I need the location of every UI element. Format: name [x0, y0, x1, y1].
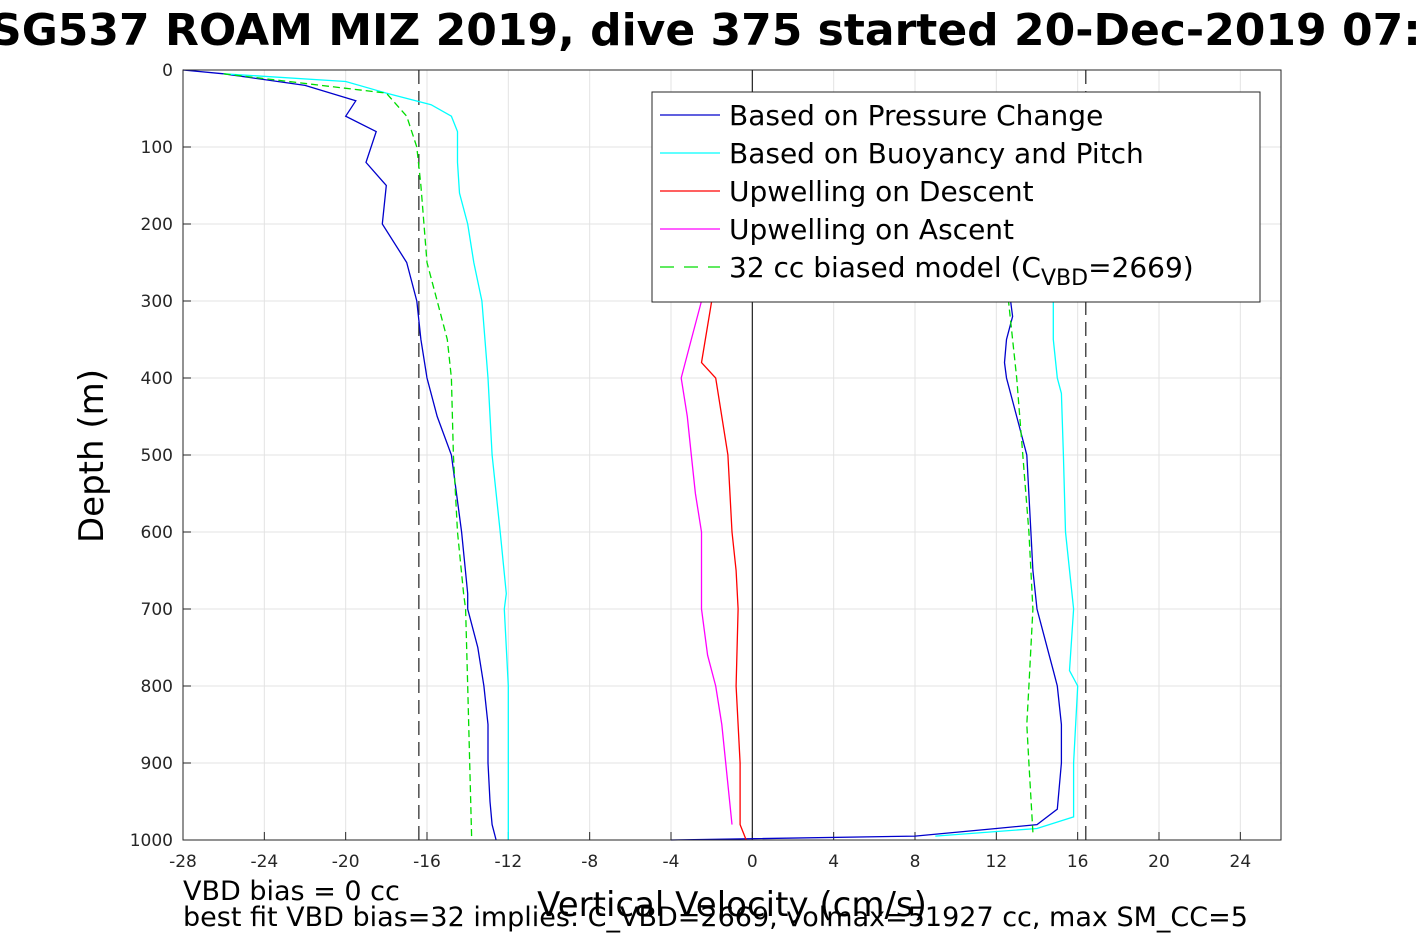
- y-tick-label: 400: [141, 369, 173, 389]
- series-line: [935, 301, 1079, 837]
- x-tick-label: 8: [910, 852, 921, 872]
- legend-label: Upwelling on Descent: [729, 175, 1034, 208]
- x-tick-label: 4: [828, 852, 839, 872]
- x-tick-label: -20: [332, 852, 360, 872]
- legend-label-end: =2669): [1088, 251, 1194, 284]
- y-tick-label: 300: [141, 292, 173, 312]
- y-tick-label: 0: [162, 61, 173, 81]
- legend-label: Upwelling on Ascent: [729, 213, 1014, 246]
- plot-frame: [182, 69, 1282, 841]
- legend-label: 32 cc biased model (CVBD=2669): [729, 251, 1194, 291]
- y-tick-labels: 0 100 200 300 400 500 600 700 800 900 1000: [130, 61, 173, 851]
- x-tick-label: 24: [1230, 852, 1252, 872]
- vbd-bias-note: VBD bias = 0 cc: [183, 876, 400, 907]
- x-tick-label: -16: [413, 852, 441, 872]
- data-series: [182, 69, 1079, 841]
- y-tick-label: 800: [141, 677, 173, 697]
- x-axis-label: Vertical Velocity (cm/s): [537, 885, 927, 925]
- x-tick-label: -4: [663, 852, 680, 872]
- y-tick-label: 700: [141, 600, 173, 620]
- x-tick-label: -28: [169, 852, 197, 872]
- y-tick-label: 100: [141, 138, 173, 158]
- y-tick-label: 600: [141, 523, 173, 543]
- best-fit-note: best fit VBD bias=32 implies: C_VBD=2669…: [183, 902, 1248, 933]
- y-tick-label: 200: [141, 215, 173, 235]
- series-line: [680, 300, 733, 825]
- x-tick-label: 16: [1067, 852, 1089, 872]
- legend-label: Based on Pressure Change: [729, 99, 1103, 132]
- x-tick-label: 0: [747, 852, 758, 872]
- legend-label-subscript: VBD: [1041, 266, 1088, 291]
- y-axis-label: Depth (m): [72, 369, 112, 543]
- chart-title: SG537 ROAM MIZ 2019, dive 375 started 20…: [0, 5, 1417, 56]
- legend-label-main: 32 cc biased model (C: [729, 251, 1041, 284]
- y-tick-label: 500: [141, 446, 173, 466]
- x-tick-label: 12: [986, 852, 1008, 872]
- legend-label: Based on Buoyancy and Pitch: [729, 137, 1144, 170]
- y-tick-label: 1000: [130, 831, 173, 851]
- legend: Based on Pressure Change Based on Buoyanc…: [651, 91, 1261, 303]
- series-line: [223, 73, 473, 841]
- x-tick-label: -12: [494, 852, 522, 872]
- x-tick-labels: -28 -24 -20 -16 -12 -8 -4 0 4 8 12 16 20 24: [169, 852, 1251, 872]
- x-tick-label: 20: [1148, 852, 1170, 872]
- series-line: [182, 69, 497, 841]
- x-tick-label: -8: [581, 852, 598, 872]
- series-line: [1006, 300, 1034, 833]
- y-tick-label: 900: [141, 754, 173, 774]
- x-tick-label: -24: [250, 852, 278, 872]
- legend-box: [651, 91, 1261, 303]
- series-line: [223, 73, 509, 840]
- series-line: [700, 300, 747, 841]
- series-line: [670, 300, 1063, 841]
